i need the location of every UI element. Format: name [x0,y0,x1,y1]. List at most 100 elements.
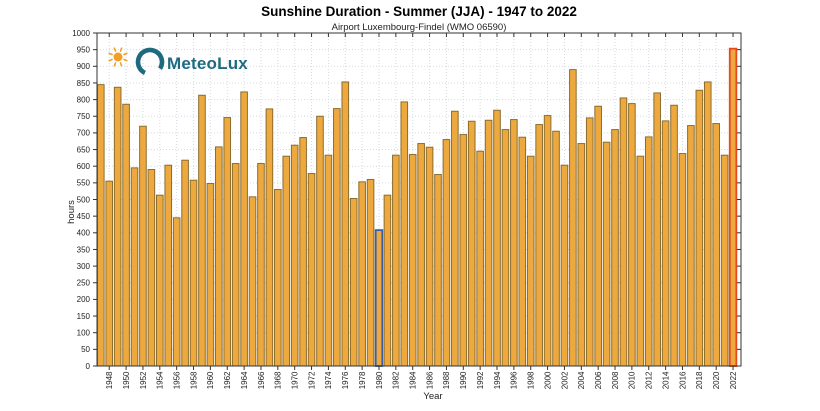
bar-2010 [628,103,636,367]
bar-1965 [248,196,257,367]
y-tick-label: 600 [77,162,91,171]
x-tick-label: 1982 [392,371,401,389]
bar-2015 [670,104,678,367]
bar-1992 [476,150,484,367]
bar-1997 [518,136,527,367]
bar-2018 [695,89,704,367]
y-tick-label: 800 [77,95,91,104]
bar-1967 [265,108,274,367]
x-tick-label: 1948 [105,371,114,389]
x-tick-label: 1986 [425,371,434,389]
bar-1961 [215,146,223,367]
x-tick-label: 1954 [156,371,165,389]
bar-1975 [333,108,341,367]
bar-1957 [181,159,189,367]
bar-1948 [105,180,114,367]
bar-1986 [425,146,434,367]
bar-2021 [720,154,729,367]
x-tick-label: 2006 [594,371,603,389]
bar-1985 [417,143,425,367]
y-tick-label: 950 [77,45,91,54]
x-tick-label: 1968 [274,371,283,389]
y-tick-label: 300 [77,262,91,271]
bar-2000 [543,115,552,367]
y-tick-label: 650 [77,145,91,154]
y-tick-label: 150 [77,312,91,321]
bar-2006 [594,105,602,367]
x-tick-label: 1974 [324,371,333,389]
x-tick-label: 2012 [645,371,654,389]
y-tick-label: 200 [77,295,91,304]
y-tick-label: 700 [77,129,91,138]
bar-1951 [130,167,139,367]
chart-subtitle: Airport Luxembourg-Findel (WMO 06590) [331,22,507,33]
bar-2009 [619,97,628,367]
x-tick-label: 1960 [206,371,215,389]
y-tick-label: 550 [77,179,91,188]
bar-1954 [156,194,164,367]
bar-1950 [122,103,130,367]
sun-ray [123,58,128,62]
x-tick-label: 1964 [240,371,249,389]
bar-1999 [535,124,543,367]
x-tick-label: 1966 [257,371,266,389]
y-axis-label: hours [66,200,77,224]
bar-1984 [408,154,417,367]
bar-2022 [728,47,738,367]
x-tick-label: 1952 [139,371,148,389]
bar-1956 [172,217,181,367]
bar-2017 [687,125,695,367]
x-tick-label: 1962 [223,371,232,389]
bar-2012 [644,136,653,367]
bar-1964 [240,91,248,367]
bar-1979 [366,179,375,367]
bar-2013 [653,92,661,367]
y-tick-label: 50 [81,345,90,354]
x-tick-label: 1994 [493,371,502,389]
x-tick-label: 2020 [712,371,721,389]
bar-2014 [661,120,670,367]
bar-1958 [189,179,198,367]
x-tick-label: 1956 [172,371,181,389]
bar-1973 [316,115,324,367]
bar-1952 [139,125,147,367]
bar-2007 [602,141,611,367]
y-tick-label: 100 [77,329,91,338]
sun-ray [123,52,128,56]
bar-1970 [290,144,299,367]
bar-2016 [678,153,687,367]
bar-1955 [164,164,173,367]
x-tick-label: 1996 [510,371,519,389]
sun-ray [119,62,123,67]
x-tick-label: 2022 [729,371,738,389]
bar-1971 [299,137,307,367]
bar-1960 [206,183,215,367]
bar-2008 [611,129,619,367]
bar-2005 [585,117,594,367]
x-tick-label: 1970 [290,371,299,389]
x-tick-label: 1998 [527,371,536,389]
bar-1947 [97,84,105,367]
x-tick-label: 1976 [341,371,350,389]
bar-1981 [383,194,392,367]
sun-ray [108,52,113,56]
chart-title: Sunshine Duration - Summer (JJA) - 1947 … [261,4,577,19]
x-tick-label: 1992 [476,371,485,389]
bar-1949 [113,86,122,367]
bar-1963 [231,163,240,367]
x-tick-label: 2018 [695,371,704,389]
y-tick-label: 850 [77,79,91,88]
bar-1974 [324,154,333,367]
bar-1990 [459,134,468,367]
x-tick-label: 1988 [442,371,451,389]
x-tick-label: 1978 [358,371,367,389]
sun-ray [108,58,113,62]
bar-2011 [636,155,645,367]
bar-1996 [510,119,518,367]
bar-1968 [274,189,282,367]
x-tick-label: 1980 [375,371,384,389]
y-tick-label: 900 [77,62,91,71]
x-tick-label: 1972 [307,371,316,389]
x-tick-label: 2000 [543,371,552,389]
